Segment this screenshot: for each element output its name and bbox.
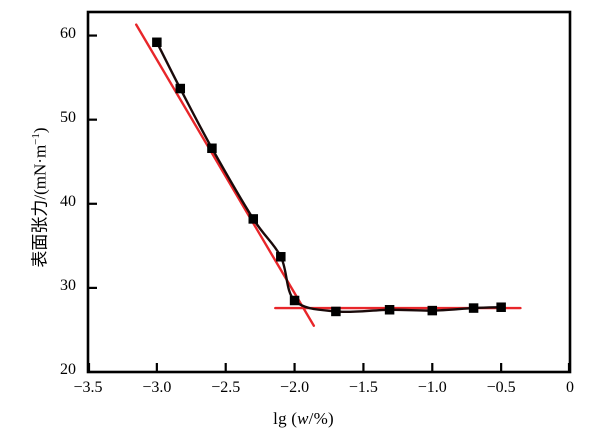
y-tick-label-1: 50 [60,108,76,126]
y-title-main: 表面张力/(mN·m [30,144,50,268]
y-tick-label-2: 40 [60,192,76,210]
x-axis-ticks [87,363,571,372]
fit-line-0 [134,23,316,327]
y-title-tail: ) [30,127,50,134]
y-title-superscript: −1 [29,133,42,145]
x-tick-label-3: −2.0 [280,379,310,396]
y-tick-label-3: 30 [60,276,76,294]
x-tick-label-4: −1.5 [348,379,378,396]
x-title-tail: /%) [308,409,334,428]
series-line [155,41,502,314]
y-tick-label-0: 60 [60,24,76,42]
x-tick-label-5: −1.0 [417,379,447,396]
data-point-2 [207,143,217,154]
data-point-0 [152,37,162,48]
data-point-10 [496,302,506,312]
data-point-5 [289,295,300,306]
data-point-9 [468,303,479,313]
x-title-variable: w [297,409,309,428]
x-tick-label-0: −3.5 [73,379,103,396]
data-markers [152,37,506,317]
y-tick-label-4: 20 [60,361,76,378]
data-point-6 [331,306,341,317]
y-axis-title: 表面张力/(mN·m−1) [26,48,51,348]
x-axis-title: lg (w/%) [0,409,607,429]
data-point-7 [384,305,395,315]
x-tick-label-2: −2.5 [211,379,241,396]
plot-frame [86,10,572,374]
data-curve [155,41,502,314]
x-title-lead: lg ( [273,409,298,428]
x-tick-label-1: −3.0 [142,379,172,396]
fit-lines [134,23,522,327]
data-point-8 [427,305,438,316]
data-point-3 [248,214,259,224]
plot-frame-rect [86,10,572,374]
data-point-1 [175,83,186,94]
x-tick-label-6: −0.5 [486,379,516,396]
y-axis-ticks [88,34,97,289]
data-point-4 [276,252,286,262]
x-tick-label-7: 0 [566,379,574,396]
